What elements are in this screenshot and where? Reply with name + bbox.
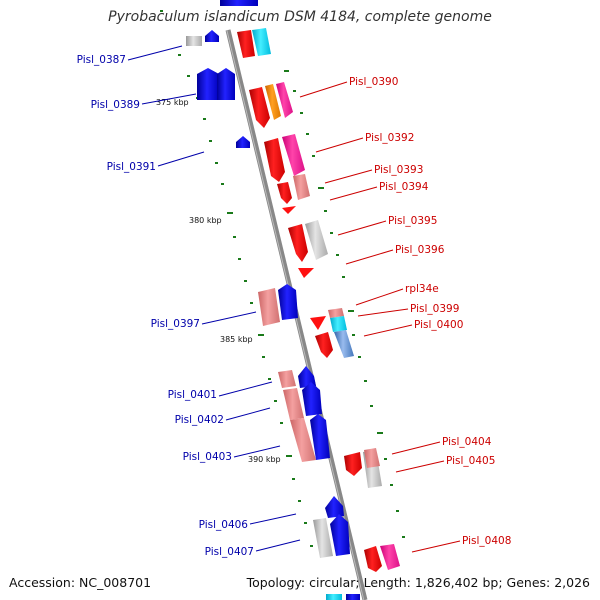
gene-pisl-0399[interactable]: [330, 316, 347, 332]
genome-summary: Topology: circular; Length: 1,826,402 bp…: [246, 575, 590, 590]
gene-pisl-0402-pink[interactable]: [283, 388, 304, 420]
scale-label-390: 390 kbp: [248, 455, 281, 464]
gene-pisl-0408-red[interactable]: [364, 546, 382, 572]
label-pisl-0401[interactable]: Pisl_0401: [168, 389, 217, 401]
label-pisl-0404[interactable]: Pisl_0404: [442, 436, 492, 448]
label-pisl-0408[interactable]: Pisl_0408: [462, 535, 511, 547]
right-label-group: [299, 81, 461, 553]
gene-pisl-0392-red[interactable]: [264, 138, 285, 182]
gene-pisl-0389-b[interactable]: [217, 68, 235, 100]
gene-cyan-top[interactable]: [252, 28, 271, 56]
label-pisl-0403[interactable]: Pisl_0403: [183, 451, 232, 463]
tick-track: [160, 10, 405, 547]
label-pisl-0407[interactable]: Pisl_0407: [205, 546, 254, 558]
gene-pisl-0397-pink[interactable]: [258, 288, 280, 326]
gene-pisl-0400[interactable]: [334, 330, 354, 358]
gene-pisl-0387-gray[interactable]: [186, 36, 202, 46]
gene-pisl-0407[interactable]: [330, 514, 350, 556]
gene-pisl-0400-red[interactable]: [315, 332, 333, 358]
accession-text: Accession: NC_008701: [9, 575, 152, 590]
label-pisl-0399[interactable]: Pisl_0399: [410, 303, 459, 315]
gene-pisl-0387[interactable]: [205, 30, 219, 42]
left-genes: [186, 0, 360, 600]
map-title: Pyrobaculum islandicum DSM 4184, complet…: [108, 9, 492, 25]
right-genes: [237, 28, 400, 572]
label-pisl-0405[interactable]: Pisl_0405: [446, 455, 495, 467]
scale-label-380: 380 kbp: [189, 216, 222, 225]
label-pisl-0395[interactable]: Pisl_0395: [388, 215, 437, 227]
gene-rpl34e[interactable]: [328, 308, 344, 318]
gene-top-left[interactable]: [220, 0, 258, 6]
label-pisl-0396[interactable]: Pisl_0396: [395, 244, 445, 256]
label-pisl-0400[interactable]: Pisl_0400: [414, 319, 463, 331]
gene-pisl-0396[interactable]: [298, 268, 314, 278]
label-pisl-0389[interactable]: Pisl_0389: [91, 99, 140, 111]
label-pisl-0391[interactable]: Pisl_0391: [107, 161, 156, 173]
gene-pisl-0405[interactable]: [364, 448, 380, 468]
gene-pisl-0393[interactable]: [293, 174, 310, 200]
scale-label-385: 385 kbp: [220, 335, 253, 344]
gene-pisl-0401-pink[interactable]: [278, 370, 296, 388]
label-pisl-0393[interactable]: Pisl_0393: [374, 164, 423, 176]
gene-pisl-0403-pink[interactable]: [290, 418, 316, 462]
gene-pisl-0395-red[interactable]: [288, 224, 308, 262]
gene-pisl-0402[interactable]: [302, 382, 322, 416]
label-pisl-0397[interactable]: Pisl_0397: [151, 318, 200, 330]
gene-pisl-0390-red[interactable]: [249, 87, 270, 128]
gene-pisl-0407-gray[interactable]: [313, 518, 333, 558]
gene-pisl-0403[interactable]: [310, 414, 330, 460]
label-pisl-0387[interactable]: Pisl_0387: [77, 54, 126, 66]
gene-pisl-0408[interactable]: [380, 544, 400, 570]
gene-pisl-0394[interactable]: [282, 206, 296, 214]
label-rpl34e[interactable]: rpl34e: [405, 283, 439, 295]
gene-pisl-0397[interactable]: [278, 284, 298, 320]
label-pisl-0394[interactable]: Pisl_0394: [379, 181, 429, 193]
gene-pisl-0391[interactable]: [236, 136, 250, 148]
gene-pisl-0399-red[interactable]: [310, 316, 326, 330]
gene-pisl-0395[interactable]: [305, 220, 328, 260]
label-pisl-0402[interactable]: Pisl_0402: [175, 414, 224, 426]
scale-label-375: 375 kbp: [156, 98, 189, 107]
gene-pisl-0390[interactable]: [276, 82, 293, 118]
label-pisl-0392[interactable]: Pisl_0392: [365, 132, 414, 144]
label-pisl-0406[interactable]: Pisl_0406: [199, 519, 249, 531]
gene-pisl-0390-orange[interactable]: [265, 84, 281, 120]
gene-pisl-0389-a[interactable]: [197, 68, 219, 100]
gene-pisl-0404[interactable]: [344, 452, 362, 476]
gene-red-top[interactable]: [237, 30, 255, 58]
gene-pisl-0393-red[interactable]: [277, 182, 292, 204]
gene-pisl-0392[interactable]: [282, 134, 305, 176]
label-pisl-0390[interactable]: Pisl_0390: [349, 76, 398, 88]
gene-pisl-0406[interactable]: [325, 496, 344, 518]
left-label-group: [127, 45, 301, 552]
